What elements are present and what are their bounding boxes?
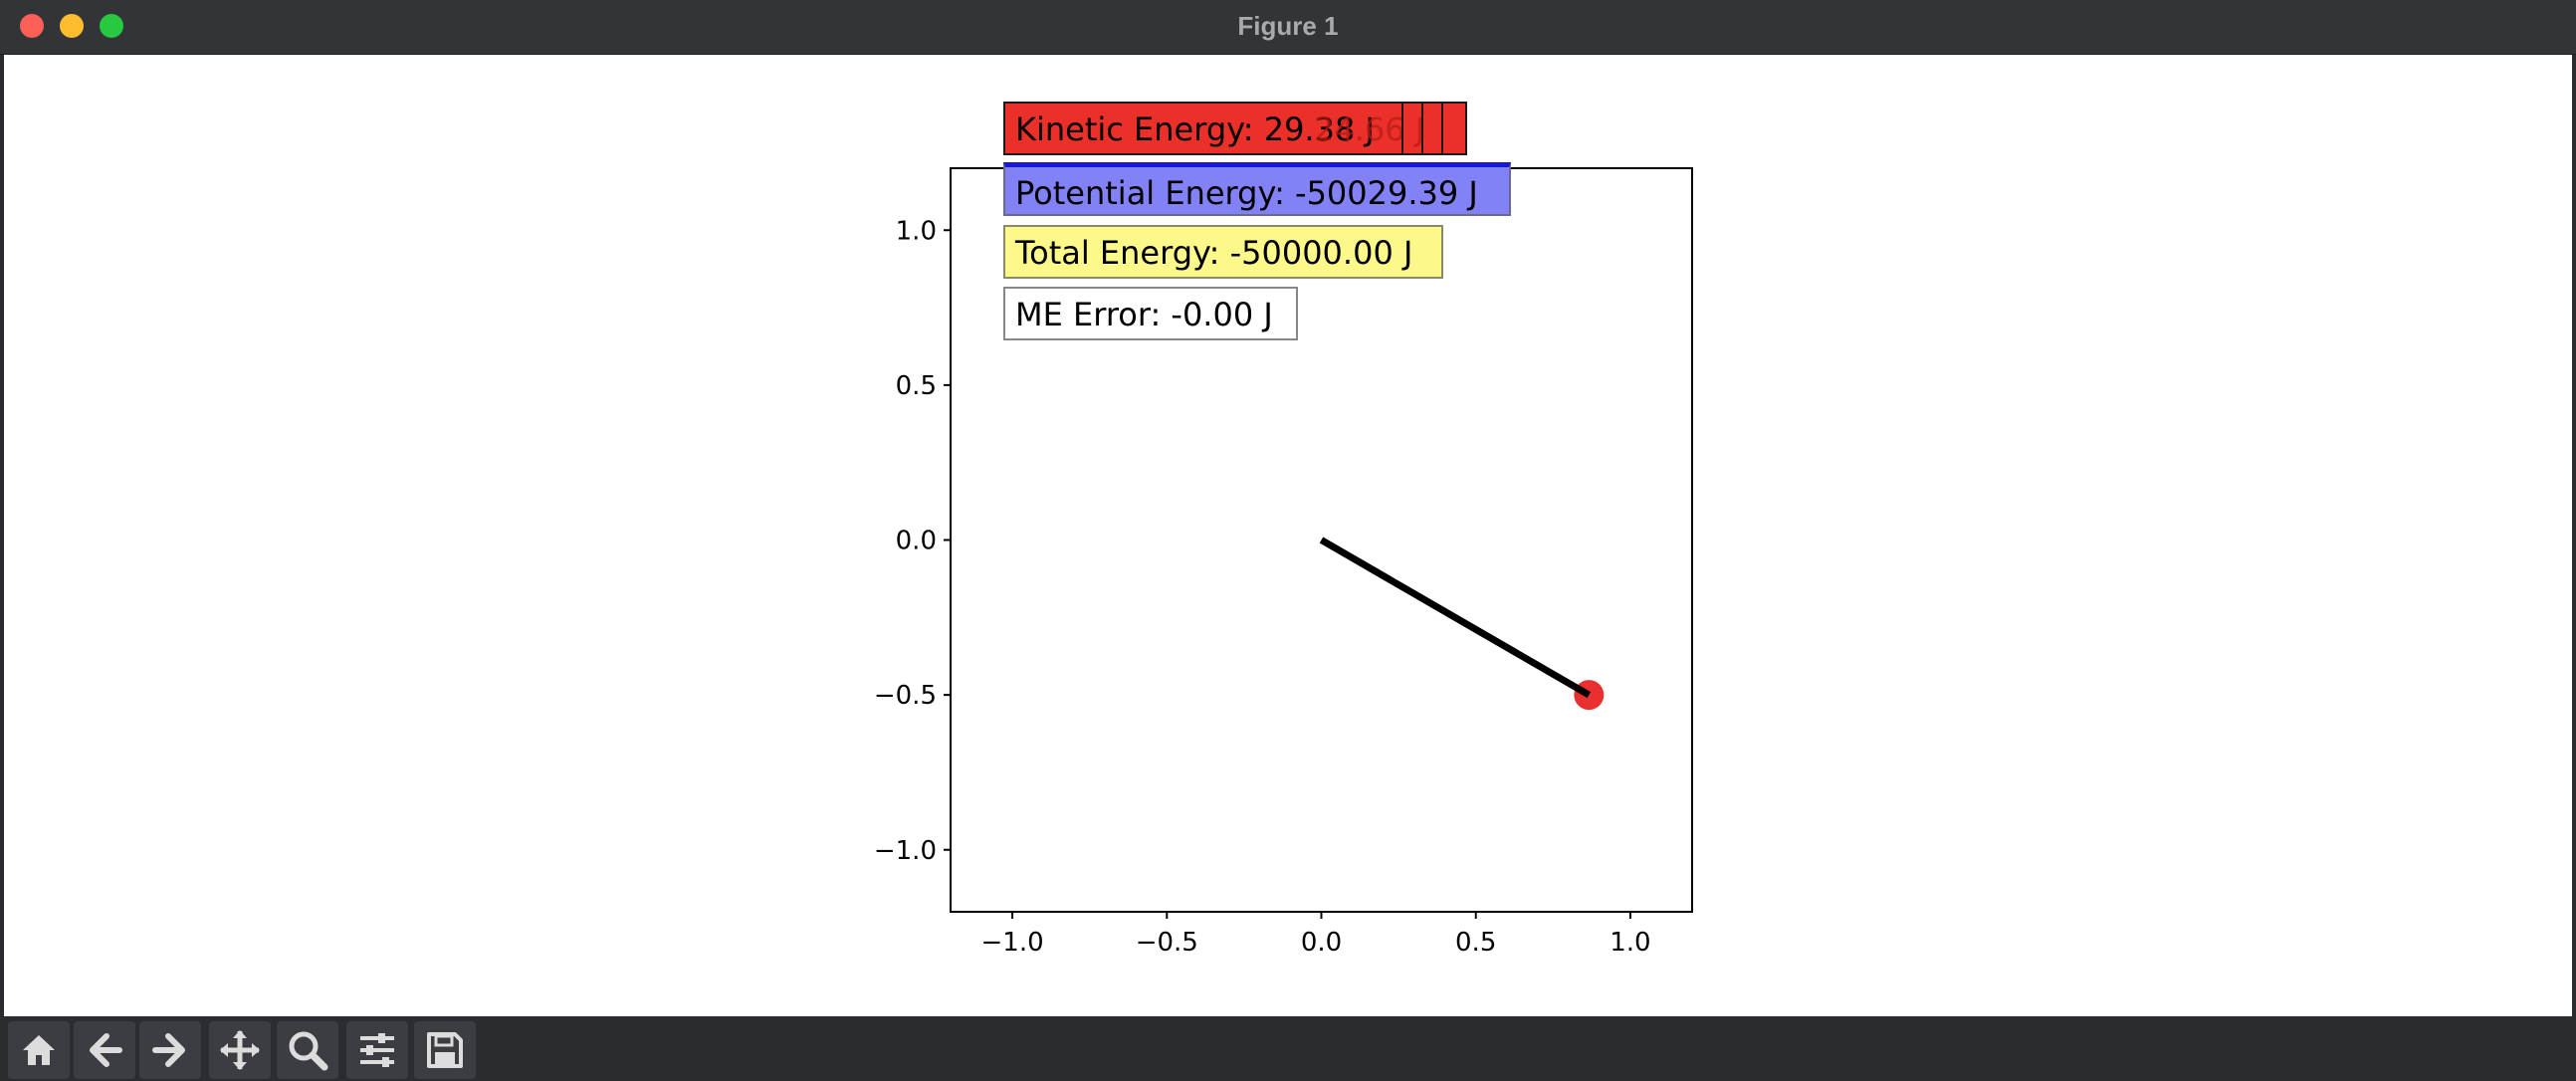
magnifier-icon xyxy=(289,1031,328,1071)
save-button[interactable] xyxy=(414,1021,476,1079)
close-window-button[interactable] xyxy=(20,14,44,38)
y-tick-label: −0.5 xyxy=(874,681,937,711)
configure-subplots-button[interactable] xyxy=(346,1021,408,1079)
kinetic-energy-label: Kinetic Energy: 29.38 J xyxy=(1015,110,1375,148)
arrow-right-icon xyxy=(152,1033,185,1067)
me-error-box: ME Error: -0.00 J xyxy=(1003,287,1298,340)
x-axis-ticks: −1.0 −0.5 0.0 0.5 1.0 xyxy=(981,912,1651,958)
me-error-label: ME Error: -0.00 J xyxy=(1015,296,1273,333)
y-tick-label: 0.0 xyxy=(896,527,937,556)
total-energy-box: Total Energy: -50000.00 J xyxy=(1003,225,1443,279)
x-tick-label: −1.0 xyxy=(981,928,1044,958)
total-energy-label: Total Energy: -50000.00 J xyxy=(1015,234,1413,272)
y-tick-label: 1.0 xyxy=(896,216,937,246)
kinetic-box-edge xyxy=(1401,104,1403,153)
y-axis-ticks: 1.0 0.5 0.0 −0.5 −1.0 xyxy=(874,216,951,866)
window-title: Figure 1 xyxy=(1237,11,1339,41)
pendulum-rod xyxy=(1319,537,1592,699)
kinetic-energy-box: Kinetic Energy: 29.38 J 24.66 J xyxy=(1003,102,1467,155)
pendulum-plot: −1.0 −0.5 0.0 0.5 1.0 1.0 0.5 0.0 −0.5 −1.0 xyxy=(874,167,1693,958)
x-tick-label: 0.0 xyxy=(1301,928,1342,958)
kinetic-energy-overlap-text: 24.66 J xyxy=(1314,110,1425,148)
move-icon xyxy=(220,1030,260,1070)
figure-canvas[interactable]: −1.0 −0.5 0.0 0.5 1.0 1.0 0.5 0.0 −0.5 −1.0 Kine… xyxy=(4,55,2572,1016)
forward-button[interactable] xyxy=(139,1021,201,1079)
y-tick-label: −1.0 xyxy=(874,836,937,866)
pendulum-series xyxy=(1319,537,1605,711)
zoom-window-button[interactable] xyxy=(100,14,123,38)
arrow-left-icon xyxy=(90,1033,122,1067)
y-tick-label: 0.5 xyxy=(896,371,937,401)
x-tick-label: 1.0 xyxy=(1610,928,1650,958)
minimize-window-button[interactable] xyxy=(60,14,84,38)
potential-energy-box: Potential Energy: -50029.39 J xyxy=(1003,162,1511,216)
home-icon xyxy=(23,1035,55,1065)
back-button[interactable] xyxy=(74,1021,135,1079)
x-tick-label: 0.5 xyxy=(1455,928,1496,958)
x-tick-label: −0.5 xyxy=(1136,928,1198,958)
zoom-button[interactable] xyxy=(277,1021,338,1079)
sliders-icon xyxy=(360,1033,394,1067)
navigation-toolbar xyxy=(0,1017,2576,1081)
home-button[interactable] xyxy=(8,1021,70,1079)
kinetic-box-edge xyxy=(1441,104,1443,153)
potential-energy-label: Potential Energy: -50029.39 J xyxy=(1015,174,1478,212)
kinetic-box-edge xyxy=(1421,104,1423,153)
pan-button[interactable] xyxy=(209,1021,271,1079)
floppy-disk-icon xyxy=(427,1032,463,1068)
title-bar[interactable]: Figure 1 xyxy=(0,0,2576,55)
